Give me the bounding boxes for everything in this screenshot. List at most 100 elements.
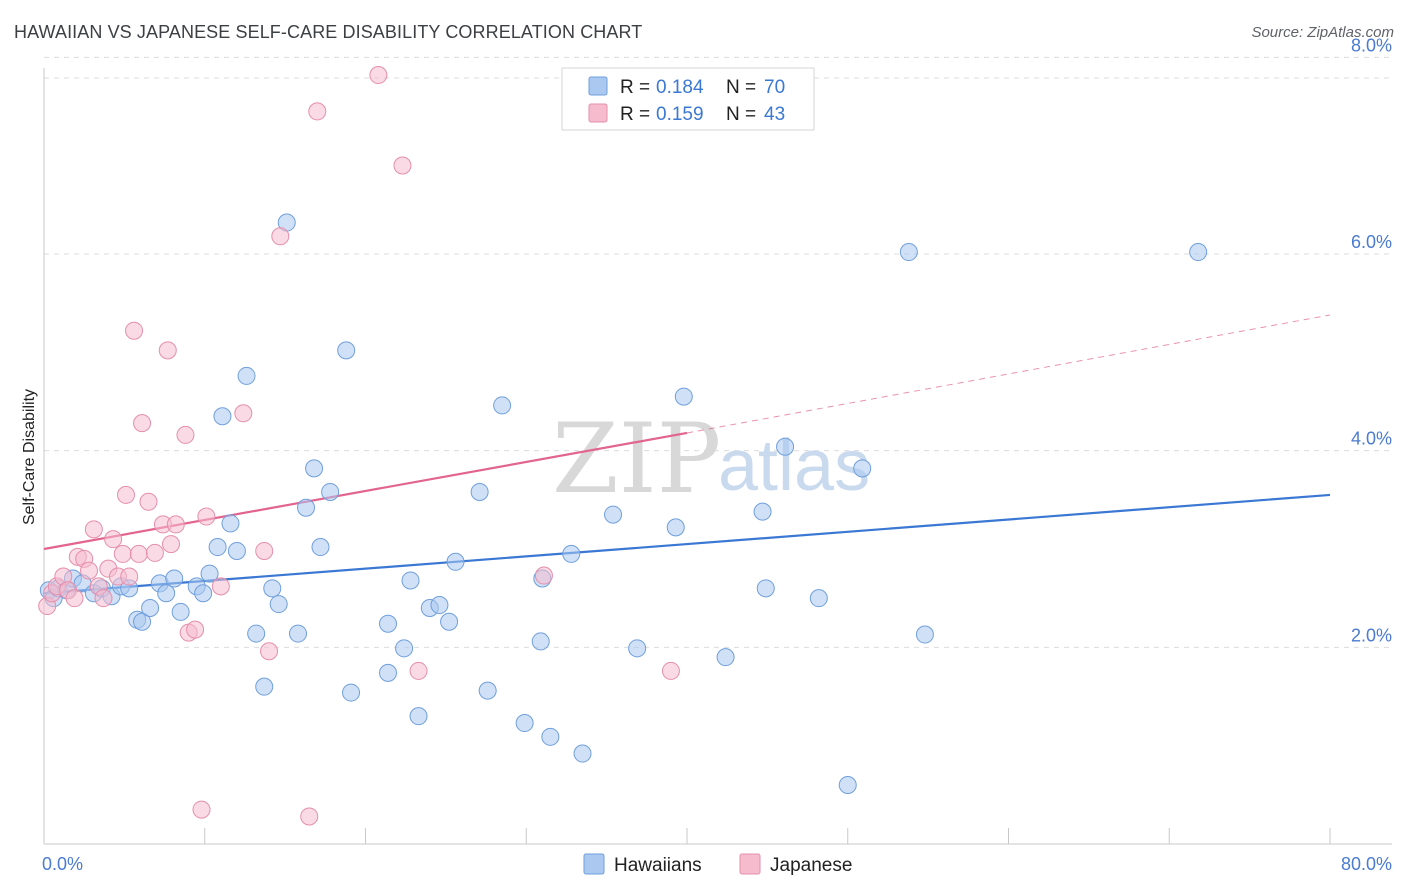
hawaiians-point	[753, 502, 772, 521]
japanese-point	[116, 485, 135, 504]
hawaiians-point	[305, 459, 324, 478]
bottom-legend-swatch-hawaiians	[583, 853, 605, 875]
hawaiians-point	[541, 727, 560, 746]
hawaiians-point	[604, 505, 623, 524]
hawaiians-point	[133, 612, 152, 631]
hawaiians-point	[809, 589, 828, 608]
trend-layer	[43, 314, 1331, 595]
hawaiians-point	[288, 624, 307, 643]
japanese-point	[409, 661, 428, 680]
labels-layer: 0.0% 80.0% Self-Care Disability 2.0% 4.0%…	[21, 35, 1392, 874]
x-tick-label-max: 80.0%	[1341, 854, 1392, 874]
japanese-point	[308, 102, 327, 121]
watermark: ZIP atlas	[552, 403, 870, 515]
bottom-legend-label-hawaiians: Hawaiians	[614, 855, 702, 876]
y-tick-label: 4.0%	[1351, 429, 1392, 449]
bottom-legend-swatch-japanese	[739, 853, 761, 875]
hawaiians-point	[1189, 243, 1208, 262]
japanese-point	[161, 535, 180, 554]
legend-n-label-japanese: N =	[726, 104, 756, 125]
legend-swatch-hawaiians	[588, 76, 608, 96]
hawaiians-point	[171, 602, 190, 621]
hawaiians-point	[666, 518, 685, 537]
hawaiians-point	[446, 552, 465, 571]
hawaiians-point	[342, 683, 361, 702]
japanese-point	[234, 404, 253, 423]
legend-n-label-hawaiians: N =	[726, 77, 756, 98]
japanese-point	[145, 543, 164, 562]
hawaiians-point	[493, 396, 512, 415]
japanese-point	[192, 800, 211, 819]
top-legend: R = 0.184 N = 70 R = 0.159 N = 43	[561, 67, 815, 131]
hawaiians-point	[562, 544, 581, 563]
hawaiians-point	[263, 579, 282, 598]
hawaiians-point	[470, 482, 489, 501]
hawaiians-point	[674, 387, 693, 406]
hawaiians-point	[838, 776, 857, 794]
grid-layer	[43, 56, 1392, 844]
hawaiians-point	[269, 595, 288, 614]
hawaiians-point	[409, 707, 428, 726]
points-layer	[38, 66, 1208, 826]
japanese-point	[94, 589, 113, 608]
hawaiians-point	[237, 366, 256, 385]
hawaiians-point	[337, 341, 356, 360]
japanese-point	[211, 577, 230, 596]
chart-source: Source: ZipAtlas.com	[1251, 24, 1394, 41]
hawaiians-point	[379, 614, 398, 633]
hawaiians-point	[716, 648, 735, 667]
hawaiians-point	[853, 459, 872, 478]
hawaiians-point	[157, 584, 176, 603]
japanese-point	[176, 425, 195, 444]
japanese-point	[197, 507, 216, 526]
japanese-point	[113, 544, 132, 563]
hawaiians-point	[573, 744, 592, 763]
hawaiians-point	[221, 514, 240, 533]
hawaiians-point	[515, 714, 534, 733]
japanese-point	[661, 661, 680, 680]
legend-r-value-japanese: 0.159	[656, 104, 704, 125]
hawaiians-point	[756, 579, 775, 598]
axes-layer	[43, 68, 1392, 845]
watermark-zip: ZIP	[552, 403, 721, 515]
japanese-point	[271, 227, 290, 246]
legend-r-label-japanese: R =	[620, 104, 650, 125]
legend-r-label-hawaiians: R =	[620, 77, 650, 98]
hawaiians-point	[401, 571, 420, 590]
hawaiians-point	[776, 437, 795, 456]
hawaiians-point	[141, 599, 160, 617]
hawaiians-point	[379, 663, 398, 682]
hawaiians-point	[213, 407, 232, 426]
trendline-hawaiians	[43, 493, 1331, 595]
japanese-point	[133, 414, 152, 433]
japanese-point	[300, 807, 319, 826]
chart-title: HAWAIIAN VS JAPANESE SELF-CARE DISABILIT…	[14, 22, 643, 42]
hawaiians-point	[297, 498, 316, 517]
x-tick-label-min: 0.0%	[42, 854, 83, 874]
hawaiians-point	[430, 596, 449, 615]
hawaiians-point	[395, 639, 414, 658]
hawaiians-point	[194, 584, 213, 603]
japanese-point	[84, 520, 103, 539]
watermark-atlas: atlas	[718, 426, 870, 506]
japanese-point	[129, 544, 148, 563]
y-tick-label: 6.0%	[1351, 232, 1392, 252]
japanese-point	[139, 492, 158, 511]
hawaiians-point	[255, 677, 274, 696]
hawaiians-point	[899, 243, 918, 262]
y-tick-label: 2.0%	[1351, 625, 1392, 645]
japanese-point	[80, 561, 99, 580]
japanese-point	[104, 530, 123, 549]
japanese-point	[260, 642, 279, 661]
japanese-point	[158, 341, 177, 360]
hawaiians-point	[321, 482, 340, 501]
hawaiians-point	[915, 625, 934, 644]
japanese-point	[125, 321, 144, 340]
japanese-point	[166, 515, 185, 534]
legend-n-value-hawaiians: 70	[764, 77, 785, 98]
hawaiians-point	[531, 632, 550, 651]
hawaiians-point	[200, 564, 219, 583]
bottom-legend-label-japanese: Japanese	[770, 855, 852, 876]
bottom-legend: Hawaiians Japanese	[583, 853, 852, 876]
